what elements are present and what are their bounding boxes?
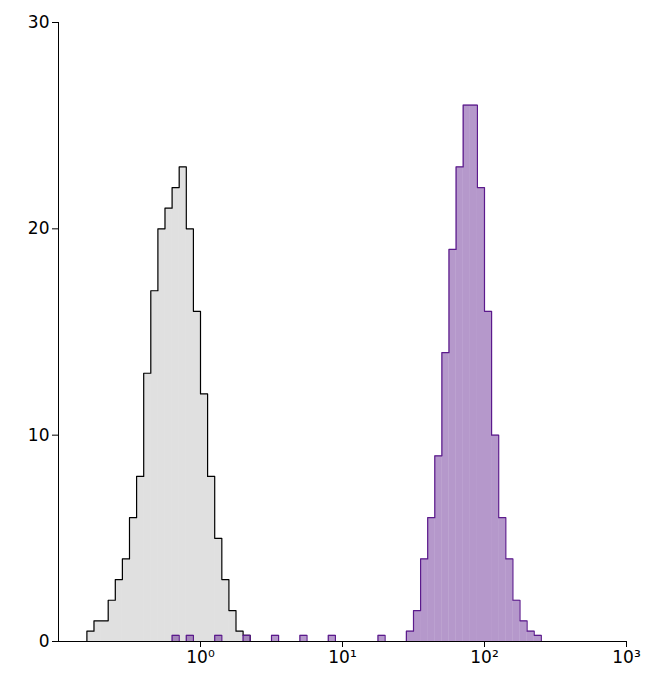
svg-text:10⁰: 10⁰ [186,647,215,667]
svg-text:10¹: 10¹ [328,647,356,667]
svg-text:30: 30 [28,12,50,32]
svg-text:10: 10 [28,425,50,445]
svg-text:20: 20 [28,218,50,238]
svg-text:0: 0 [39,631,50,651]
svg-text:10²: 10² [470,647,498,667]
svg-text:10³: 10³ [612,647,640,667]
